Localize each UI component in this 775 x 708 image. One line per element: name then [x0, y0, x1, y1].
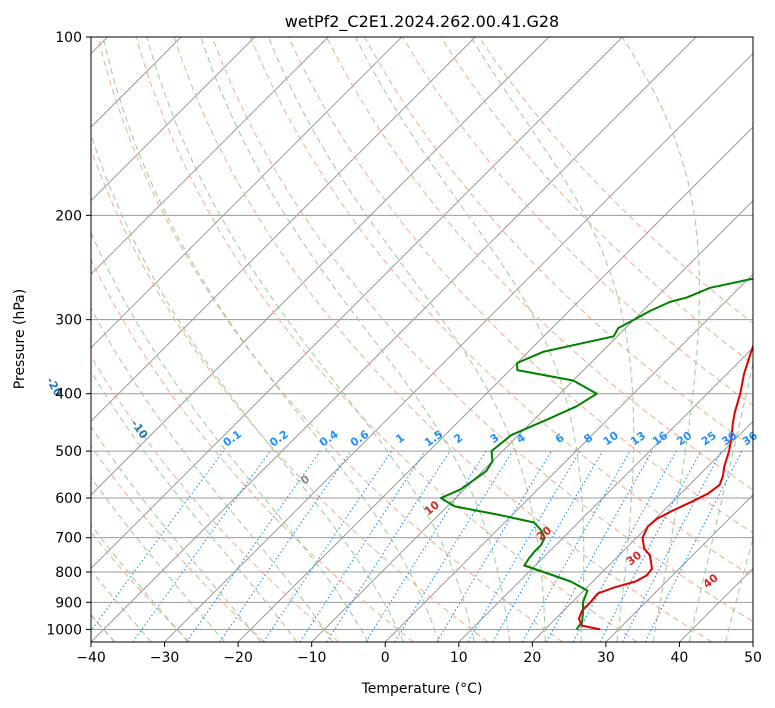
- moist-adiabat-line: [688, 360, 753, 642]
- moist-adiabat-line: [146, 37, 475, 642]
- dry-adiabat-line: [91, 355, 340, 642]
- mixing-ratio-line: [263, 450, 392, 642]
- moist-adiabat-line: [91, 307, 334, 642]
- moist-adiabat-line: [200, 37, 511, 642]
- moist-adiabat-line: [102, 37, 440, 642]
- y-tick-label: 800: [55, 565, 82, 581]
- x-tick-label: −40: [76, 650, 106, 666]
- isotherm-line: [91, 37, 476, 423]
- isotherm-line: [384, 273, 753, 642]
- x-tick-label: 40: [671, 650, 689, 666]
- isotherm-line: [164, 52, 753, 642]
- moist-adiabat-line: [91, 569, 152, 642]
- isotherm-line: [91, 37, 403, 349]
- mixing-ratio-line: [219, 450, 352, 642]
- y-tick-label: 700: [55, 531, 82, 547]
- y-tick-label: 100: [55, 30, 82, 46]
- y-tick-label: 200: [55, 208, 82, 224]
- plot-frame: [90, 36, 754, 643]
- isotherm-line: [91, 37, 256, 202]
- x-tick-label: 0: [381, 650, 390, 666]
- x-tick-label: 50: [744, 650, 762, 666]
- moist-adiabat-line: [621, 37, 700, 642]
- x-tick-label: 10: [450, 650, 468, 666]
- mixing-ratio-line: [299, 450, 426, 642]
- mixing-ratio-line: [186, 450, 321, 642]
- mixing-ratio-line: [394, 450, 514, 642]
- dewpoint-profile-line: [439, 277, 753, 630]
- x-axis: −40 −30 −20 −10 0 10 20 30 40 50: [76, 642, 762, 666]
- mixing-ratio-line: [522, 450, 631, 642]
- temperature-profile-line: [577, 343, 753, 631]
- dry-adiabat-line: [91, 445, 265, 642]
- dry-adiabat-line: [326, 37, 753, 491]
- x-tick-label: −20: [223, 650, 253, 666]
- isotherm-line: [531, 420, 753, 642]
- dry-adiabat-line: [287, 37, 753, 534]
- dry-adiabat-line: [173, 37, 713, 642]
- isotherm-line: [458, 347, 753, 642]
- moist-adiabat-line: [91, 425, 262, 642]
- y-axis: 100 200 300 400 500 600 700 800 900 1000: [46, 30, 91, 638]
- isotherm-line: [91, 37, 329, 275]
- dry-adiabat-line: [135, 37, 638, 642]
- dry-adiabat-line: [91, 258, 414, 642]
- y-tick-label: 300: [55, 313, 82, 329]
- dry-adiabat-line: [97, 37, 563, 642]
- x-axis-label: Temperature (°C): [361, 681, 483, 697]
- isotherm-line: [237, 126, 753, 642]
- dry-adiabat-line: [249, 37, 753, 578]
- mixing-ratio-line: [644, 450, 743, 642]
- moist-adiabat-line: [91, 476, 226, 642]
- mixing-ratio-line: [546, 450, 653, 642]
- isotherm-line: [91, 37, 550, 496]
- moist-adiabat-line: [91, 132, 405, 642]
- plot-area: [91, 37, 753, 642]
- x-tick-label: 20: [523, 650, 541, 666]
- x-tick-label: −10: [297, 650, 327, 666]
- moist-adiabat-line: [725, 536, 753, 642]
- isotherm-line: [91, 37, 623, 570]
- y-tick-label: 600: [55, 491, 82, 507]
- moist-adiabat-line: [91, 370, 298, 642]
- chart-title: wetPf2_C2E1.2024.262.00.41.G28: [285, 12, 559, 32]
- moist-adiabat-line: [91, 231, 369, 642]
- y-axis-label: Pressure (hPa): [12, 289, 28, 389]
- x-tick-label: 30: [597, 650, 615, 666]
- moist-adiabat-line: [267, 37, 546, 642]
- mixing-ratio-line: [132, 450, 271, 642]
- y-tick-label: 900: [55, 595, 82, 611]
- mixing-ratio-line: [572, 450, 677, 642]
- y-tick-label: 400: [55, 387, 82, 403]
- mixing-ratio-line: [326, 450, 451, 642]
- x-tick-label: −30: [150, 650, 180, 666]
- y-tick-label: 1000: [46, 622, 82, 638]
- y-tick-label: 500: [55, 444, 82, 460]
- isotherm-line: [605, 494, 753, 642]
- mixing-ratio-line: [91, 450, 224, 632]
- isotherm-line: [91, 37, 697, 642]
- dry-adiabat-line: [211, 37, 753, 623]
- moist-adiabat-line: [91, 524, 189, 642]
